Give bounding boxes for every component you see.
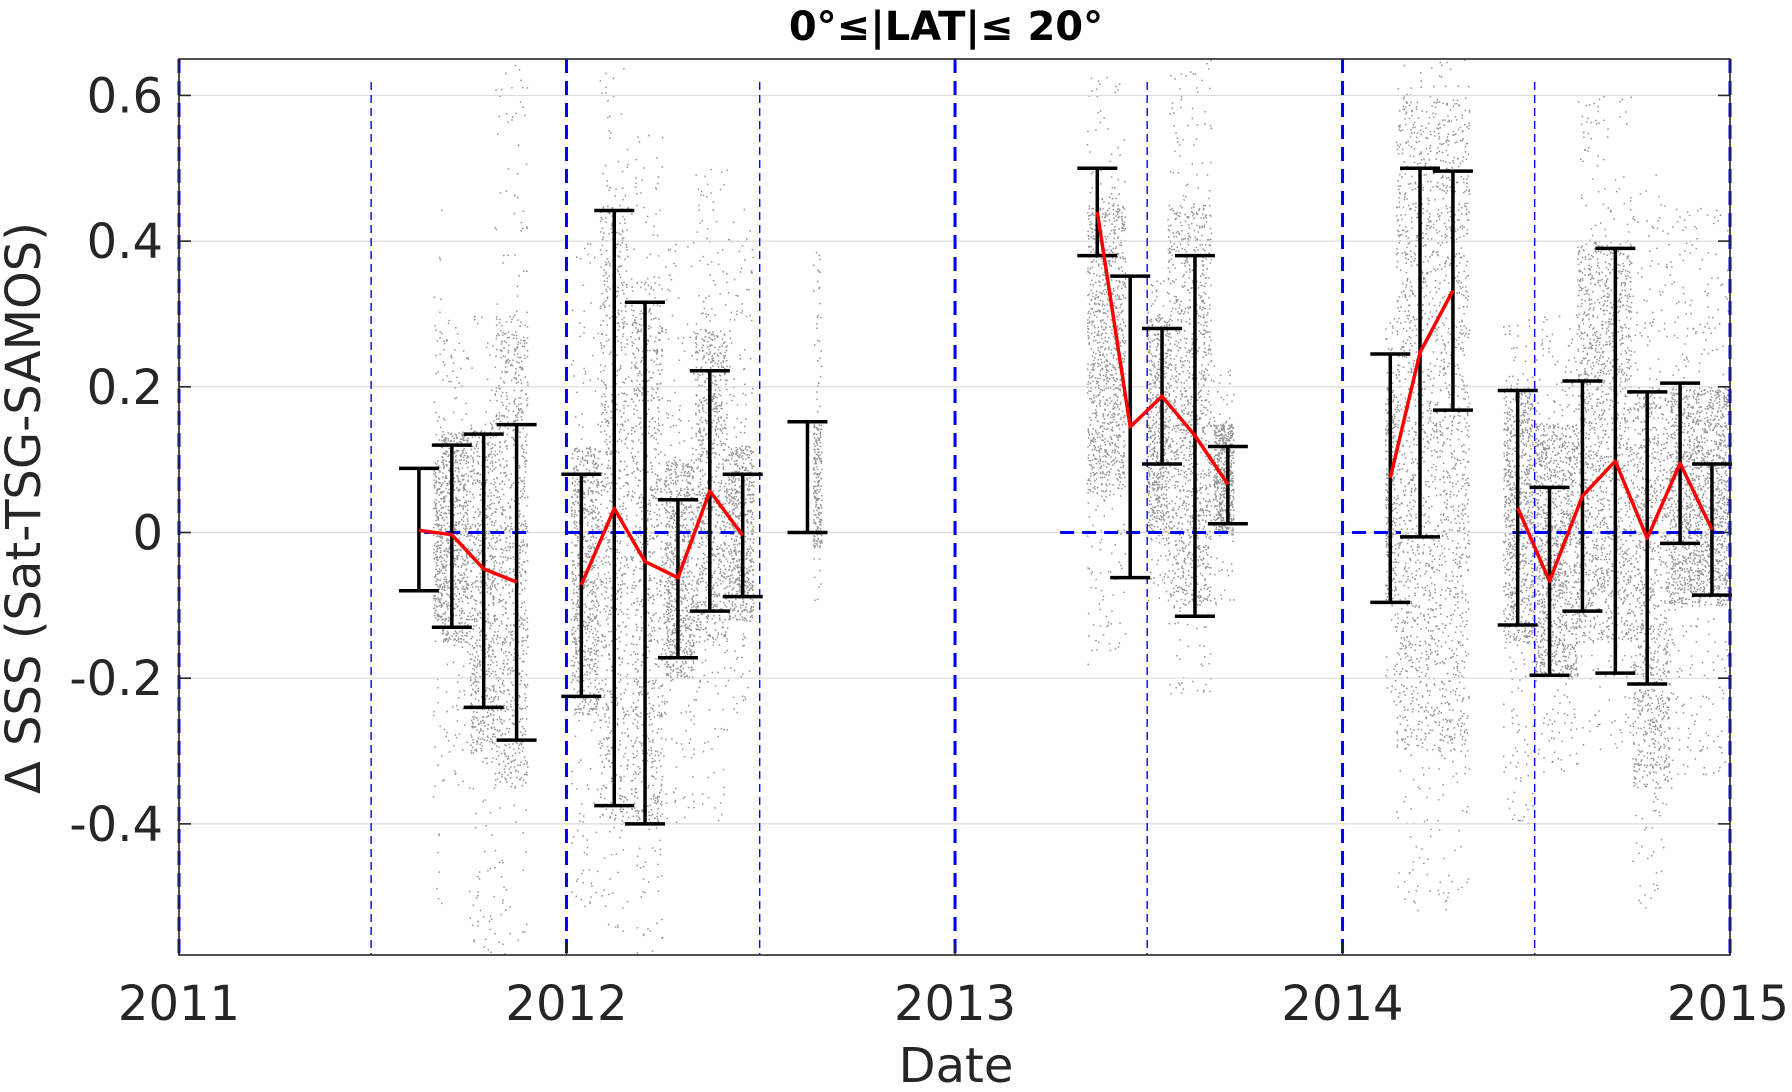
error-bars-layer xyxy=(398,166,1732,826)
y-axis-label: Δ SSS (Sat-TSG-SAMOS) xyxy=(0,222,52,794)
chart-title: 0°≤|LAT|≤ 20° xyxy=(789,4,1103,51)
scatter-points xyxy=(1669,207,1731,789)
x-tick-label: 2012 xyxy=(505,976,627,1032)
scatter-points xyxy=(1385,318,1397,702)
y-tick-label: -0.2 xyxy=(69,651,163,707)
scatter-points xyxy=(1502,319,1536,824)
scatter-points xyxy=(1395,59,1471,912)
tick-labels-layer: 0.6 0.4 0.2 0 -0.2 -0.4 2011 2012 2013 2014 2015 xyxy=(69,68,1789,1032)
scatter-points xyxy=(1086,76,1127,666)
scatter-points xyxy=(432,209,443,905)
y-tick-label: 0.6 xyxy=(87,68,163,124)
scatter-points xyxy=(441,319,470,786)
mean-lines-layer xyxy=(418,211,1714,586)
scatter-points-layer xyxy=(432,59,1731,955)
y-tick-label: 0 xyxy=(132,505,163,561)
y-tick-label: 0.2 xyxy=(87,360,163,416)
mean-line xyxy=(1095,211,1230,486)
x-tick-label: 2011 xyxy=(118,976,240,1032)
x-tick-label: 2013 xyxy=(894,976,1016,1032)
scatter-points xyxy=(1534,314,1579,773)
axes-layer xyxy=(178,58,1731,956)
mean-line xyxy=(579,489,745,586)
y-tick-label: -0.4 xyxy=(69,797,163,853)
mean-line xyxy=(1516,459,1714,584)
x-axis-label: Date xyxy=(899,1038,1014,1087)
scatter-points xyxy=(812,251,823,602)
scatter-points xyxy=(494,64,529,955)
reference-lines-layer xyxy=(177,59,1732,955)
scatter-points xyxy=(1167,59,1213,695)
scatter-points xyxy=(694,168,729,822)
scatter-points xyxy=(727,208,755,714)
scatter-points xyxy=(1213,365,1235,606)
mean-line xyxy=(1388,289,1455,479)
x-tick-label: 2014 xyxy=(1281,976,1403,1032)
scatter-points xyxy=(1632,174,1671,909)
x-tick-label: 2015 xyxy=(1667,976,1789,1032)
y-tick-label: 0.4 xyxy=(87,214,163,270)
mean-line xyxy=(418,528,518,584)
scatter-points xyxy=(1577,96,1633,751)
